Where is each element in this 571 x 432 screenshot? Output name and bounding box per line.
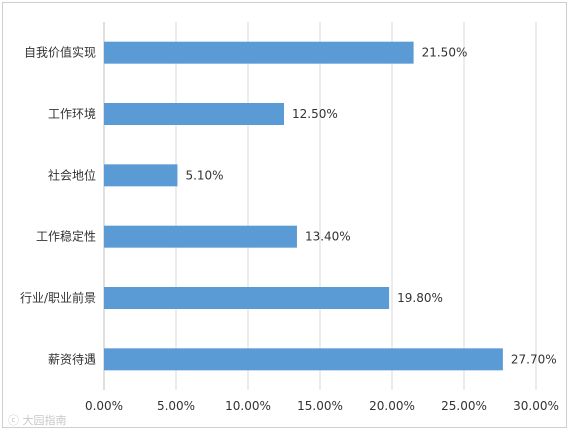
category-label-2: 社会地位 bbox=[48, 167, 96, 182]
bar-3 bbox=[104, 225, 297, 248]
category-label-1: 工作环境 bbox=[48, 106, 96, 121]
bar-4 bbox=[104, 287, 390, 309]
x-tick-label-1: 5.00% bbox=[157, 399, 195, 413]
chart-frame bbox=[2, 2, 567, 428]
watermark-text: 大园指南 bbox=[22, 414, 67, 427]
category-label-0: 自我价值实现 bbox=[24, 45, 96, 60]
x-tick-label-3: 15.00% bbox=[297, 399, 343, 413]
bar-1 bbox=[104, 103, 284, 125]
data-label-5: 27.70% bbox=[511, 352, 557, 366]
x-tick-label-6: 30.00% bbox=[513, 399, 559, 413]
watermark: ⓒ 大园指南 bbox=[8, 412, 67, 428]
data-label-3: 13.40% bbox=[305, 230, 351, 244]
data-label-1: 12.50% bbox=[292, 107, 338, 121]
x-tick-label-2: 10.00% bbox=[225, 399, 271, 413]
data-label-4: 19.80% bbox=[397, 291, 443, 305]
x-tick-label-4: 20.00% bbox=[369, 399, 415, 413]
bar-0 bbox=[104, 41, 414, 64]
x-tick-label-5: 25.00% bbox=[441, 399, 487, 413]
category-label-5: 薪资待遇 bbox=[48, 352, 96, 366]
category-label-4: 行业/职业前景 bbox=[20, 290, 96, 305]
data-label-0: 21.50% bbox=[422, 46, 468, 60]
category-label-3: 工作稳定性 bbox=[36, 229, 96, 244]
bar-5 bbox=[104, 348, 503, 371]
data-label-2: 5.10% bbox=[185, 168, 223, 182]
watermark-logo-icon: ⓒ bbox=[8, 414, 19, 427]
x-tick-label-0: 0.00% bbox=[85, 399, 123, 413]
bar-2 bbox=[104, 164, 178, 187]
